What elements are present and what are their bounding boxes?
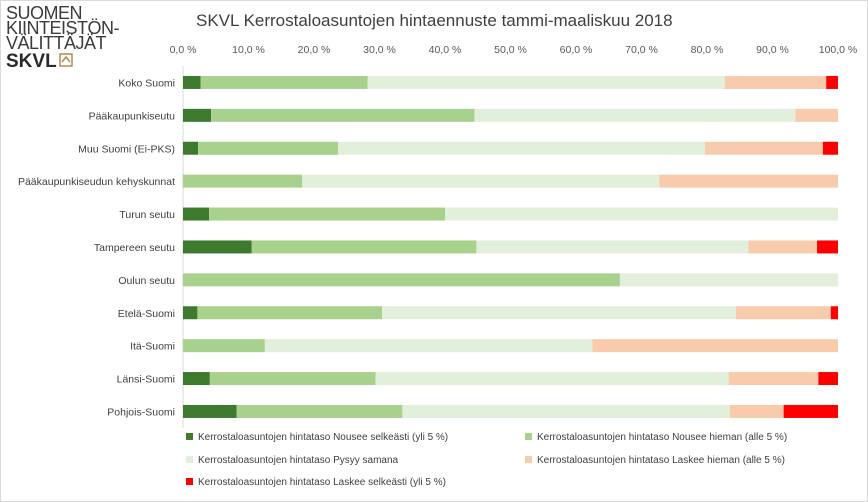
x-tick-label: 20,0 %	[298, 44, 331, 56]
bar-segment	[728, 372, 819, 386]
bar-segment	[402, 404, 730, 418]
category-label: Turun seutu	[119, 209, 175, 221]
bar-segment	[209, 372, 376, 386]
x-tick-label: 90,0 %	[756, 44, 789, 56]
bar-segment	[183, 306, 198, 320]
bar-segment	[592, 339, 838, 353]
logo-line-1: SUOMEN	[6, 3, 83, 23]
bar-segment	[382, 306, 736, 320]
category-label: Pohjois-Suomi	[107, 406, 175, 418]
legend-swatch	[525, 433, 532, 440]
category-label: Pääkaupunkiseutu	[89, 110, 176, 122]
bar-segment	[445, 207, 838, 221]
legend-label: Kerrostaloasuntojen hintataso Laskee sel…	[198, 477, 446, 488]
legend-swatch	[525, 456, 532, 463]
bar-segment	[264, 339, 593, 353]
bar-segment	[826, 75, 838, 89]
bar-segment	[783, 404, 838, 418]
bar-segment	[817, 240, 838, 254]
x-tick-label: 50,0 %	[494, 44, 527, 56]
category-label: Oulun seutu	[118, 275, 175, 287]
bar-segment	[748, 240, 818, 254]
category-label: Koko Suomi	[118, 77, 175, 89]
legend-swatch	[186, 478, 193, 485]
bar-segment	[830, 306, 838, 320]
x-tick-label: 30,0 %	[363, 44, 396, 56]
bar-segment	[183, 404, 237, 418]
x-tick-label: 0,0 %	[170, 44, 197, 56]
bar-segment	[735, 306, 831, 320]
category-label: Pääkaupunkiseudun kehyskunnat	[18, 176, 175, 188]
bar-segment	[474, 108, 796, 122]
bar-segment	[183, 174, 303, 188]
bar-segment	[822, 141, 838, 155]
bar-segment	[183, 141, 199, 155]
bar-segment	[375, 372, 729, 386]
bar-segment	[795, 108, 838, 122]
bar-segment	[183, 240, 252, 254]
bar-segment	[211, 108, 475, 122]
chart-title: SKVL Kerrostaloasuntojen hintaennuste ta…	[196, 11, 673, 30]
legend-label: Kerrostaloasuntojen hintataso Pysyy sama…	[198, 455, 399, 466]
bar-segment	[619, 273, 838, 287]
legend-swatch	[186, 433, 193, 440]
logo-line-3: VÄLITTÄJÄT	[6, 33, 107, 53]
bar-segment	[209, 207, 445, 221]
x-tick-label: 100,0 %	[819, 44, 858, 56]
category-label: Tampereen seutu	[94, 242, 175, 254]
legend-label: Kerrostaloasuntojen hintataso Nousee sel…	[198, 432, 448, 443]
bar-segment	[183, 339, 265, 353]
bar-segment	[251, 240, 477, 254]
bar-segment	[302, 174, 660, 188]
bar-segment	[200, 75, 368, 89]
legend-label: Kerrostaloasuntojen hintataso Laskee hie…	[537, 455, 785, 466]
logo-brand: SKVL	[6, 51, 146, 72]
skvl-logo: SUOMEN KIINTEISTÖN- VÄLITTÄJÄT SKVL	[6, 3, 146, 72]
legend-label: Kerrostaloasuntojen hintataso Nousee hie…	[537, 432, 787, 443]
logo-brand-text: SKVL	[6, 51, 57, 72]
category-label: Itä-Suomi	[130, 341, 175, 353]
x-tick-label: 80,0 %	[691, 44, 724, 56]
bar-segment	[183, 273, 620, 287]
bar-segment	[367, 75, 725, 89]
bar-segment	[659, 174, 838, 188]
bar-segment	[197, 306, 383, 320]
category-label: Länsi-Suomi	[117, 374, 175, 386]
bar-segment	[705, 141, 823, 155]
logo-line-2: KIINTEISTÖN-	[6, 18, 120, 38]
bar-segment	[183, 108, 212, 122]
category-label: Etelä-Suomi	[118, 308, 175, 320]
bar-segment	[236, 404, 403, 418]
legend-swatch	[186, 456, 193, 463]
x-tick-label: 70,0 %	[625, 44, 658, 56]
x-tick-label: 40,0 %	[429, 44, 462, 56]
bar-segment	[729, 404, 784, 418]
bar-segment	[724, 75, 827, 89]
house-icon	[58, 53, 73, 71]
bar-segment	[476, 240, 749, 254]
bar-segment	[338, 141, 706, 155]
category-label: Muu Suomi (Ei-PKS)	[78, 143, 175, 155]
bar-segment	[198, 141, 339, 155]
bar-segment	[818, 372, 838, 386]
x-tick-label: 10,0 %	[232, 44, 265, 56]
bar-segment	[183, 75, 201, 89]
x-tick-label: 60,0 %	[560, 44, 593, 56]
bar-segment	[183, 207, 210, 221]
bar-segment	[183, 372, 210, 386]
